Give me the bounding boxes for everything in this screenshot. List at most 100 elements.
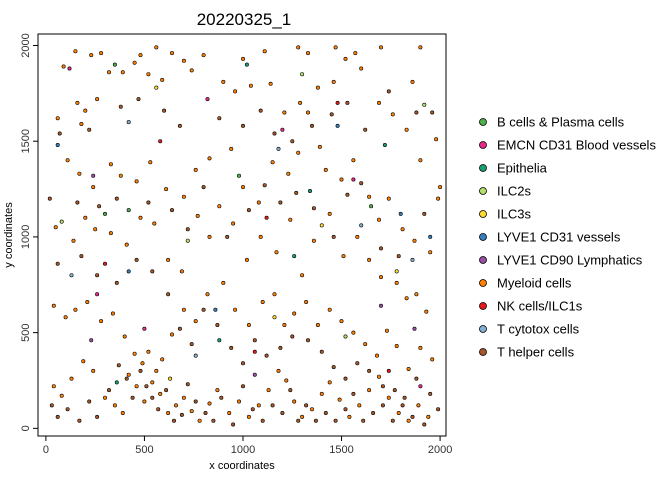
data-point (430, 357, 435, 362)
data-point (233, 307, 238, 312)
data-point (189, 342, 194, 347)
data-point (146, 200, 151, 205)
legend-swatch (479, 302, 487, 310)
y-axis: 0 500 1000 1500 2000 (20, 33, 38, 431)
data-point (307, 189, 312, 194)
data-point (107, 388, 112, 393)
y-tick-label: 1500 (20, 129, 32, 153)
data-point (424, 309, 429, 314)
legend-label: B cells & Plasma cells (497, 115, 625, 130)
data-point (148, 160, 153, 165)
data-point (179, 269, 184, 274)
data-point (367, 368, 372, 373)
data-point (294, 190, 299, 195)
data-point (296, 418, 301, 423)
data-point (345, 100, 350, 105)
data-point (83, 215, 88, 220)
data-point (207, 234, 212, 239)
legend: B cells & Plasma cells EMCN CD31 Blood ve… (479, 115, 656, 360)
data-point (422, 422, 427, 427)
data-point (118, 173, 123, 178)
data-point (418, 384, 423, 389)
data-point (309, 123, 314, 128)
data-point (77, 418, 82, 423)
data-point (237, 173, 242, 178)
data-point (170, 208, 175, 213)
data-point (258, 108, 263, 113)
legend-swatch (479, 325, 487, 333)
data-point (282, 322, 287, 327)
data-point (262, 183, 267, 188)
data-point (154, 85, 159, 90)
data-point (341, 254, 346, 259)
data-point (347, 414, 352, 419)
data-point (221, 79, 226, 84)
data-point (108, 231, 113, 236)
data-point (270, 403, 275, 408)
data-point (406, 418, 411, 423)
data-point (205, 97, 210, 102)
data-point (112, 62, 117, 67)
data-point (91, 368, 96, 373)
legend-label: NK cells/ILC1s (497, 299, 583, 314)
data-point (434, 137, 439, 142)
data-point (217, 116, 222, 121)
data-point (394, 269, 399, 274)
data-point (300, 273, 305, 278)
data-point (150, 395, 155, 400)
data-point (412, 238, 417, 243)
data-point (266, 388, 271, 393)
data-point (355, 234, 360, 239)
x-axis: 0 500 1000 1500 2000 (43, 436, 452, 456)
data-point (436, 196, 441, 201)
data-point (315, 322, 320, 327)
legend-label: EMCN CD31 Blood vessels (497, 138, 656, 153)
data-point (386, 395, 391, 400)
data-point (59, 393, 64, 398)
data-point (317, 144, 322, 149)
data-point (126, 208, 131, 213)
data-point (112, 403, 117, 408)
data-point (311, 238, 316, 243)
data-point (63, 315, 68, 320)
data-point (114, 196, 119, 201)
data-point (213, 307, 218, 312)
data-point (51, 303, 56, 308)
data-point (402, 395, 407, 400)
x-tick-label: 0 (43, 444, 49, 456)
data-point (203, 410, 208, 415)
data-point (120, 70, 125, 75)
data-point (185, 382, 190, 387)
data-point (177, 123, 182, 128)
data-point (246, 414, 251, 419)
data-point (241, 56, 246, 61)
data-point (207, 156, 212, 161)
data-point (371, 410, 376, 415)
data-point (276, 146, 281, 151)
data-point (142, 326, 147, 331)
data-point (264, 353, 269, 358)
data-point (65, 158, 70, 163)
data-point (378, 246, 383, 251)
data-point (327, 307, 332, 312)
data-point (118, 104, 123, 109)
data-point (134, 384, 139, 389)
data-point (89, 338, 94, 343)
data-point (130, 395, 135, 400)
data-point (416, 403, 421, 408)
data-point (156, 407, 161, 412)
data-point (114, 280, 119, 285)
data-point (122, 334, 127, 339)
data-point (87, 399, 92, 404)
data-point (107, 70, 112, 75)
legend-label: LYVE1 CD90 Lymphatics (497, 253, 643, 268)
data-point (428, 250, 433, 255)
data-point (181, 194, 186, 199)
data-point (201, 53, 206, 58)
data-point (353, 51, 358, 56)
data-point (404, 127, 409, 132)
data-point (343, 56, 348, 61)
data-point (300, 414, 305, 419)
y-tick-label: 500 (20, 323, 32, 341)
data-point (418, 45, 423, 50)
